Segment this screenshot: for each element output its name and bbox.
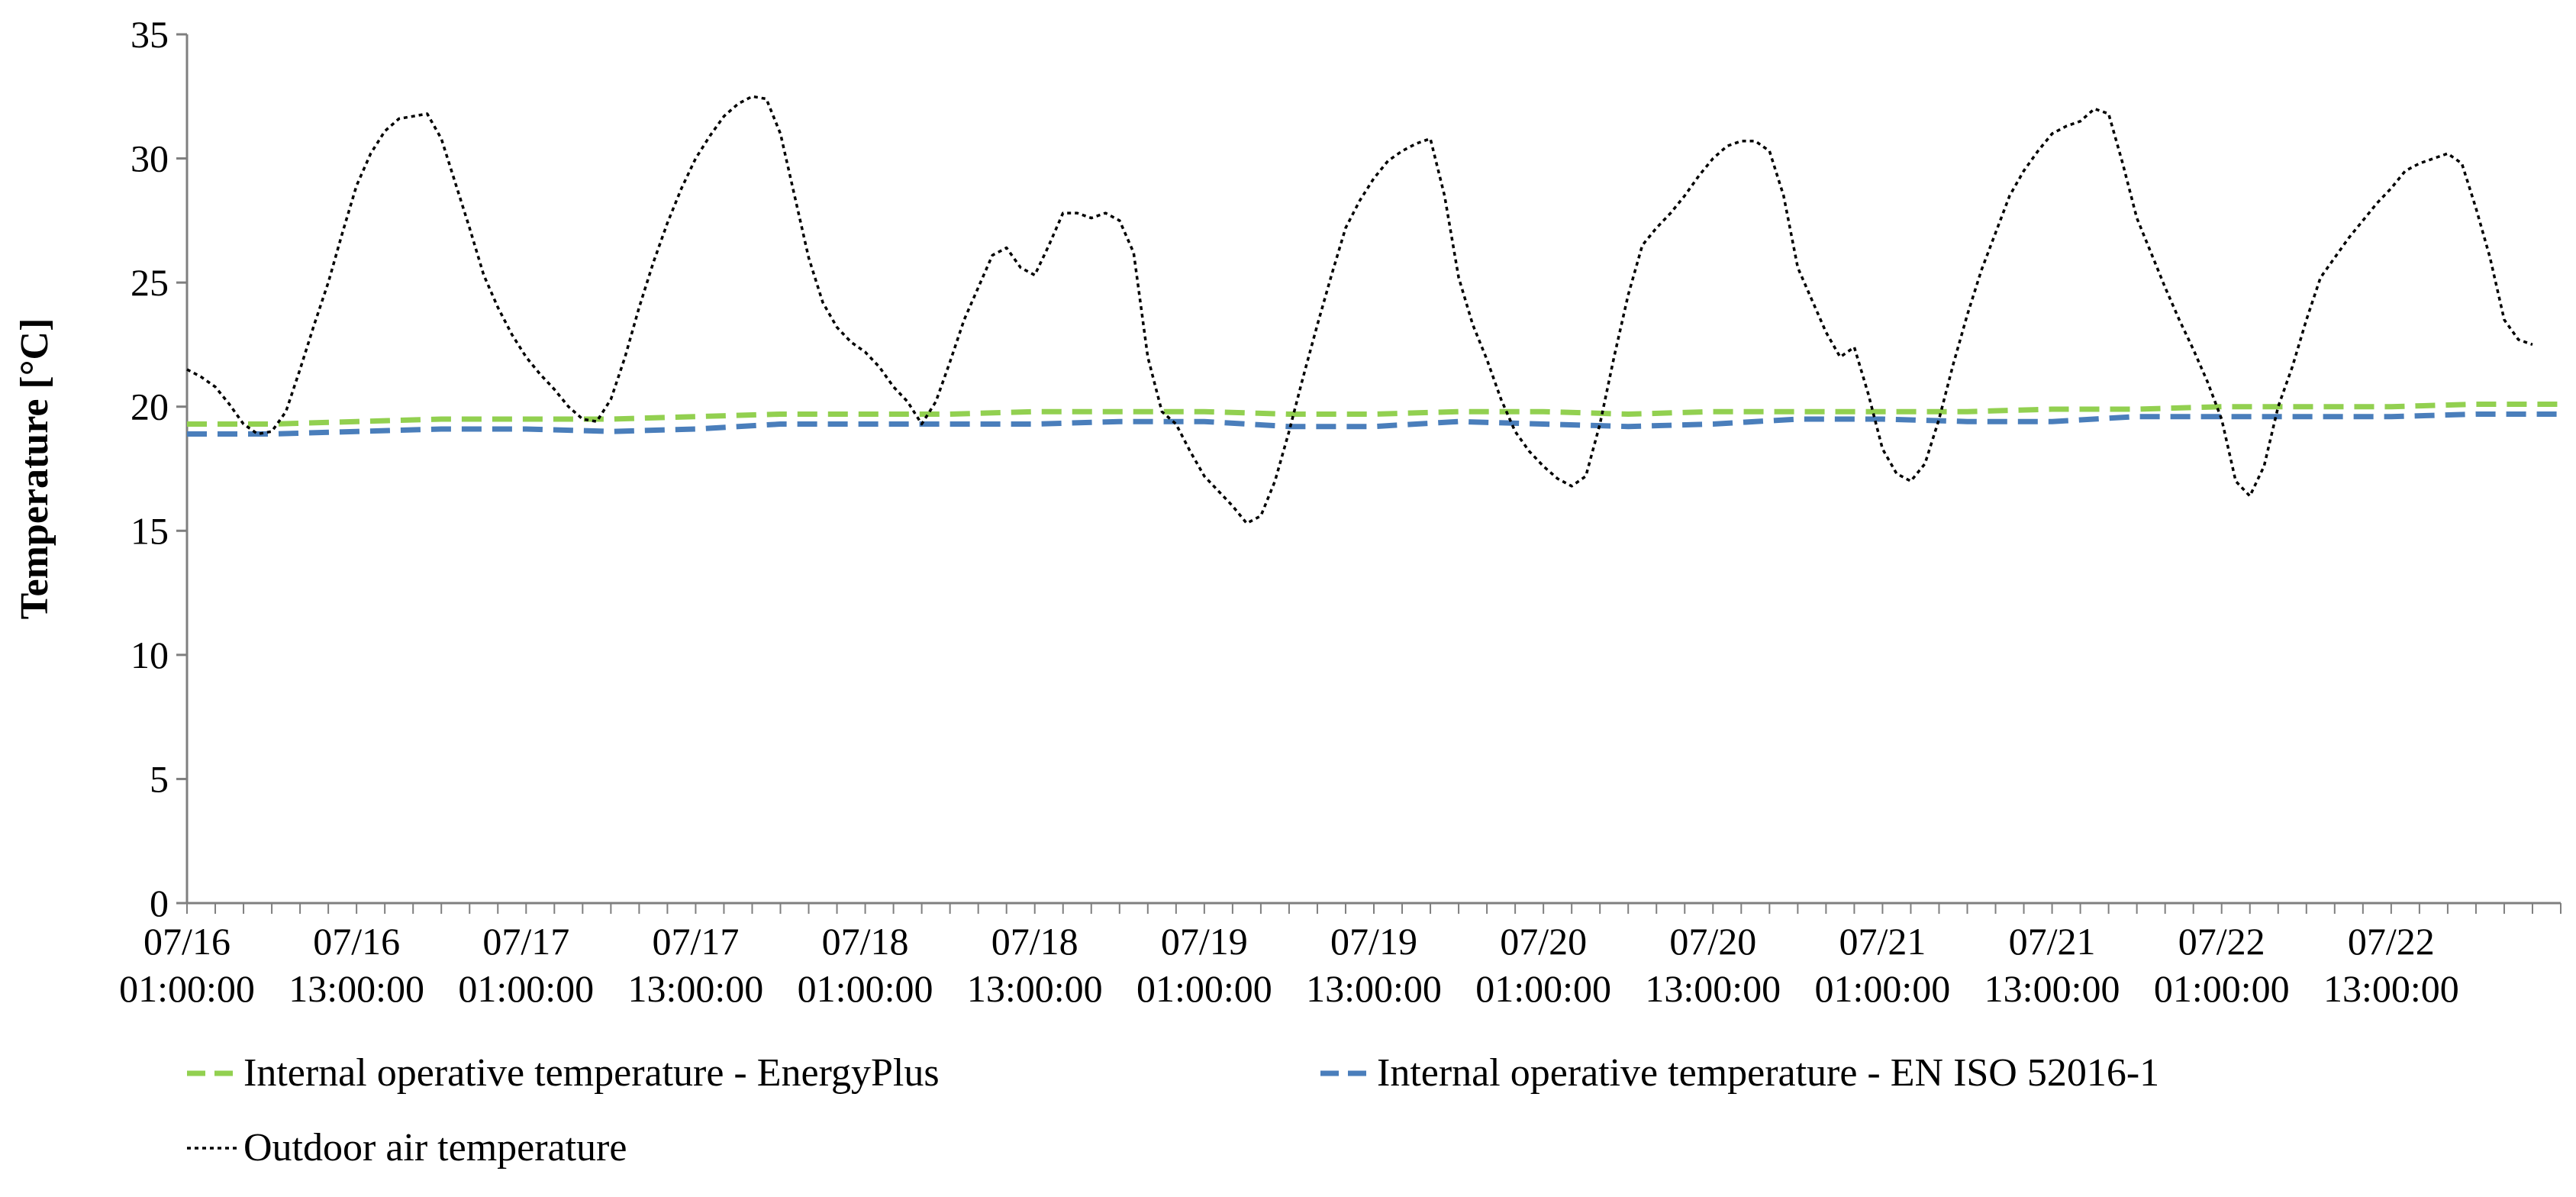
- x-tick-label-time: 01:00:00: [119, 967, 255, 1010]
- x-tick-label-time: 13:00:00: [2323, 967, 2459, 1010]
- x-tick-label-date: 07/17: [482, 920, 569, 963]
- y-tick-label: 30: [131, 137, 169, 180]
- x-tick-label: 07/21 13:00:00: [1984, 920, 2120, 1010]
- y-tick-label: 10: [131, 634, 169, 676]
- x-tick-label-date: 07/22: [2348, 920, 2435, 963]
- x-tick-label: 07/16 01:00:00: [119, 920, 255, 1010]
- x-tick-label-time: 13:00:00: [1306, 967, 1442, 1010]
- x-tick-label-time: 01:00:00: [1475, 967, 1611, 1010]
- x-tick-label: 07/20 01:00:00: [1475, 920, 1611, 1010]
- x-tick-label-date: 07/21: [2009, 920, 2096, 963]
- x-axis-ticks: [186, 903, 2561, 914]
- y-tick-label: 5: [150, 757, 169, 800]
- x-tick-label-date: 07/17: [652, 920, 739, 963]
- legend: Internal operative temperature - EnergyP…: [187, 1051, 2159, 1170]
- series-line-2: [187, 411, 2561, 437]
- y-axis-title: Temperature [°C]: [13, 318, 56, 620]
- x-tick-label-date: 07/20: [1500, 920, 1587, 963]
- x-tick-label: 07/17 13:00:00: [628, 920, 764, 1010]
- y-tick-label: 15: [131, 509, 169, 552]
- y-tick-label: 20: [131, 386, 169, 428]
- x-tick-label: 07/20 13:00:00: [1645, 920, 1781, 1010]
- legend-label: Outdoor air temperature: [243, 1126, 627, 1170]
- x-tick-label-time: 13:00:00: [1645, 967, 1781, 1010]
- legend-label: Internal operative temperature - EN ISO …: [1377, 1051, 2159, 1095]
- x-tick-label: 07/18 13:00:00: [967, 920, 1103, 1010]
- x-tick-label: 07/19 01:00:00: [1136, 920, 1272, 1010]
- x-tick-label-time: 13:00:00: [967, 967, 1103, 1010]
- x-tick-label: 07/22 01:00:00: [2154, 920, 2290, 1010]
- x-tick-label-time: 13:00:00: [289, 967, 424, 1010]
- x-tick-label-time: 01:00:00: [1136, 967, 1272, 1010]
- x-tick-label: 07/22 13:00:00: [2323, 920, 2459, 1010]
- x-tick-label-date: 07/18: [822, 920, 909, 963]
- x-tick-label: 07/21 01:00:00: [1815, 920, 1951, 1010]
- x-tick-label-date: 07/16: [143, 920, 231, 963]
- y-axis-tick-labels: 0 5 10 15 20 25 30 35: [131, 13, 169, 924]
- x-tick-label-date: 07/19: [1330, 920, 1417, 963]
- x-tick-label-time: 13:00:00: [1984, 967, 2120, 1010]
- x-tick-label: 07/16 13:00:00: [289, 920, 424, 1010]
- x-tick-label-date: 07/16: [313, 920, 400, 963]
- x-tick-label-date: 07/22: [2178, 920, 2265, 963]
- y-axis-ticks: [176, 33, 187, 905]
- x-tick-label-date: 07/19: [1161, 920, 1248, 963]
- x-tick-label: 07/19 13:00:00: [1306, 920, 1442, 1010]
- x-tick-label-date: 07/21: [1839, 920, 1926, 963]
- y-tick-label: 35: [131, 13, 169, 56]
- series-line-3: [186, 95, 2533, 525]
- y-tick-label: 0: [150, 882, 169, 924]
- x-tick-label-date: 07/18: [991, 920, 1078, 963]
- x-tick-label-time: 13:00:00: [628, 967, 764, 1010]
- x-tick-label-time: 01:00:00: [1815, 967, 1951, 1010]
- y-tick-label: 25: [131, 261, 169, 304]
- x-tick-label-time: 01:00:00: [458, 967, 594, 1010]
- x-tick-label-date: 07/20: [1669, 920, 1756, 963]
- x-tick-label: 07/18 01:00:00: [798, 920, 933, 1010]
- x-tick-label-time: 01:00:00: [2154, 967, 2290, 1010]
- series-lines: [186, 95, 2561, 525]
- x-tick-label-time: 01:00:00: [798, 967, 933, 1010]
- x-tick-label: 07/17 01:00:00: [458, 920, 594, 1010]
- legend-label: Internal operative temperature - EnergyP…: [243, 1051, 940, 1095]
